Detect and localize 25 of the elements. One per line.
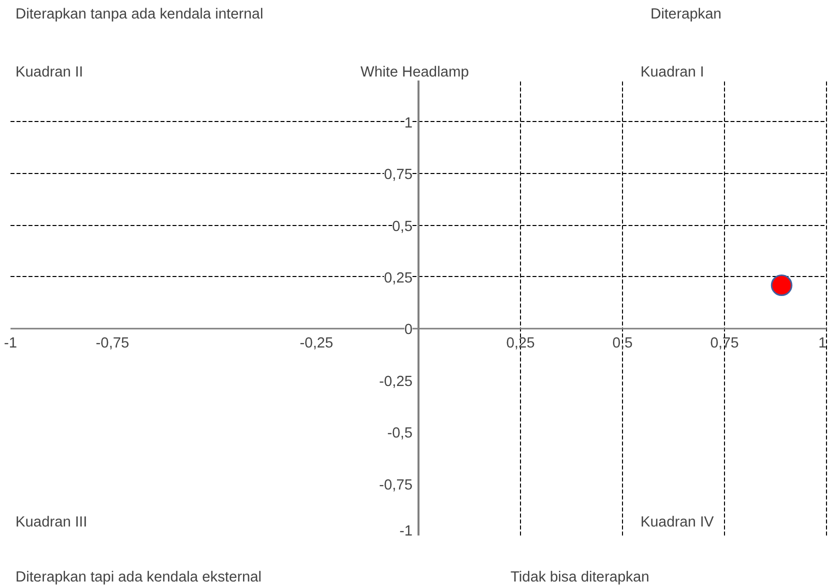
y-tick-label: -0,5 [387,426,413,442]
annotation: Kuadran IV [640,514,714,530]
y-tick-label: 0,75 [384,167,413,184]
x-tick-label: -1 [4,336,18,352]
annotation: Kuadran III [16,514,88,530]
y-tick-label: 0,5 [392,218,412,235]
x-tick-label: -0,25 [300,336,334,352]
y-tick-label: -1 [399,524,413,540]
text: Diterapkan tapi ada kendala eksternal [16,570,262,586]
text: Tidak bisa diterapkan [510,570,650,586]
text: Diterapkan [650,6,722,22]
chart-title: White Headlamp [360,64,469,80]
x-tick-label: 1 [818,336,827,352]
x-tick-label: 0,5 [612,336,633,352]
text: Kuadran I [640,64,704,80]
y-tick-label: 0,25 [384,270,413,286]
y-tick-label: -0,25 [379,374,412,390]
x-tick-label: -0,75 [96,336,130,352]
text: Diterapkan tanpa ada kendala internal [16,6,264,22]
y-tick-label: -0,75 [379,477,412,494]
y-tick-label: 0 [404,322,413,338]
y-tick-label: 1 [404,115,413,132]
text: Kuadran II [16,64,84,80]
x-tick-label: 0,75 [710,336,739,352]
x-tick-label: 0,25 [506,336,535,352]
